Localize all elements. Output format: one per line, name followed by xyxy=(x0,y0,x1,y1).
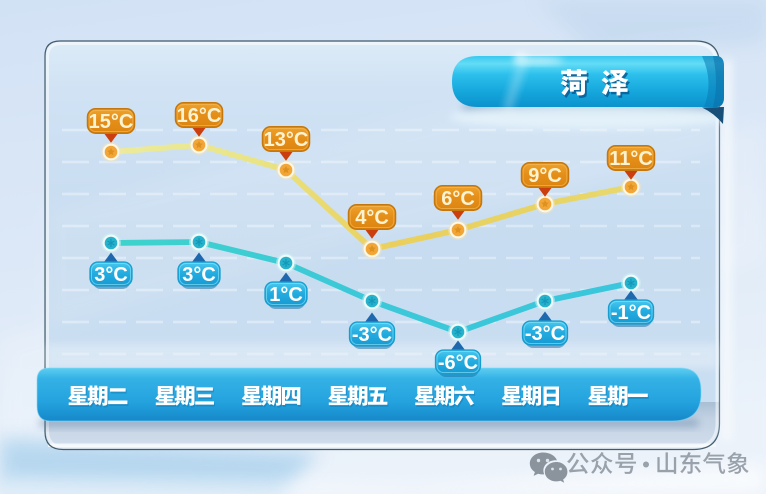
svg-text:-3°C: -3°C xyxy=(352,324,392,346)
svg-text:4°C: 4°C xyxy=(355,207,389,229)
svg-text:-3°C: -3°C xyxy=(525,323,565,345)
svg-text:16°C: 16°C xyxy=(177,105,222,127)
svg-text:-1°C: -1°C xyxy=(611,302,651,324)
svg-text:11°C: 11°C xyxy=(609,148,653,170)
svg-text:9°C: 9°C xyxy=(528,165,562,187)
svg-text:13°C: 13°C xyxy=(264,129,309,151)
svg-text:1°C: 1°C xyxy=(269,284,303,306)
svg-text:15°C: 15°C xyxy=(89,111,134,133)
svg-text:6°C: 6°C xyxy=(441,188,475,210)
svg-text:-6°C: -6°C xyxy=(438,352,478,374)
svg-text:3°C: 3°C xyxy=(182,264,216,286)
svg-text:3°C: 3°C xyxy=(94,264,128,286)
